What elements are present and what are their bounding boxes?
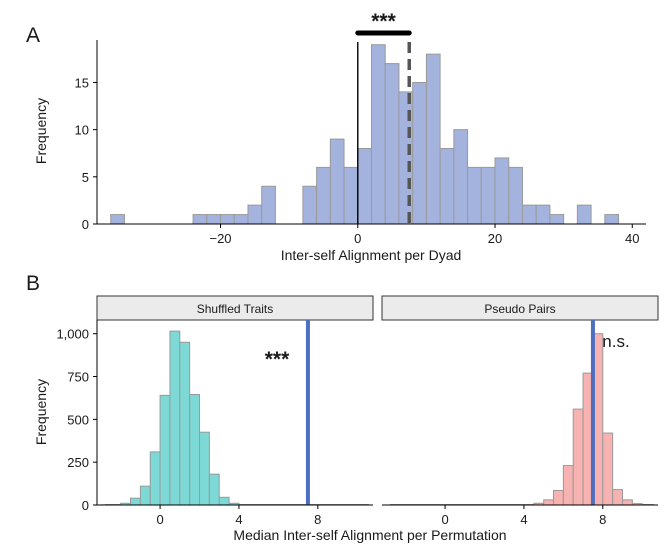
histogram-bar — [220, 214, 235, 225]
histogram-bar — [316, 166, 331, 225]
facet-2-bars — [389, 333, 655, 506]
panel-a-x-ticks: −20 0 20 40 — [209, 224, 640, 246]
facet-2-significance: n.s. — [602, 332, 629, 351]
histogram-bar — [467, 166, 482, 225]
histogram-bar — [199, 431, 210, 506]
histogram-bar — [329, 138, 345, 225]
histogram-bar — [425, 53, 441, 225]
histogram-bar — [384, 63, 400, 225]
x-tick-label: 8 — [599, 512, 606, 527]
panel-b-y-axis-label: Frequency — [33, 379, 49, 445]
x-tick-label: 40 — [625, 231, 639, 246]
histogram-bar — [208, 473, 220, 506]
panel-a-y-axis-label: Frequency — [33, 98, 49, 164]
histogram-bar — [572, 408, 584, 506]
histogram-bar — [130, 497, 141, 506]
x-tick-label: −20 — [209, 231, 231, 246]
y-tick-label: 10 — [75, 123, 89, 138]
histogram-bar — [553, 489, 564, 506]
histogram-bar — [480, 166, 496, 225]
histogram-bar — [192, 214, 208, 225]
x-tick-label: 0 — [441, 512, 448, 527]
significance-stars: *** — [371, 10, 396, 33]
x-tick-label: 8 — [314, 512, 321, 527]
x-tick-label: 0 — [156, 512, 163, 527]
histogram-bar — [453, 129, 469, 225]
histogram-bar — [233, 214, 249, 225]
histogram-bar — [247, 204, 263, 225]
panel-b-y-ticks: 0 250 500 750 1,000 — [56, 327, 97, 513]
histogram-bar — [159, 394, 171, 506]
histogram-bar — [494, 157, 510, 225]
histogram-bar — [189, 394, 201, 506]
facet-2-x-ticks: 0 4 8 — [441, 505, 606, 527]
y-tick-label: 5 — [82, 170, 89, 185]
histogram-bar — [110, 214, 125, 225]
histogram-bar — [521, 204, 537, 225]
histogram-bar — [169, 330, 181, 506]
panel-a-reference-lines — [357, 42, 411, 224]
panel-b-letter: B — [26, 272, 40, 295]
histogram-bar — [602, 432, 614, 506]
y-tick-label: 0 — [82, 498, 89, 513]
histogram-bar — [343, 166, 359, 225]
panel-a: A −20 0 20 40 0 5 10 15 Inter-self Alignment p… — [26, 10, 646, 263]
y-tick-label: 250 — [67, 455, 89, 470]
panel-a-y-ticks: 0 5 10 15 — [75, 75, 97, 232]
panel-a-letter: A — [26, 24, 40, 47]
histogram-bar — [412, 81, 427, 225]
histogram-bar — [357, 148, 372, 225]
histogram-bar — [206, 214, 222, 225]
facet-shuffled-traits: Shuffled Traits 0 4 8 *** — [96, 295, 374, 527]
histogram-bar — [149, 451, 161, 506]
histogram-bar — [622, 499, 633, 506]
x-tick-label: 20 — [488, 231, 502, 246]
histogram-bar — [604, 214, 620, 225]
histogram-bar — [612, 489, 624, 506]
histogram-bar — [543, 499, 555, 506]
facet-1-significance: *** — [265, 348, 290, 371]
histogram-bar — [302, 185, 318, 225]
x-tick-label: 4 — [520, 512, 527, 527]
facet-strip-label: Pseudo Pairs — [484, 302, 555, 316]
y-tick-label: 15 — [75, 75, 89, 90]
y-tick-label: 0 — [82, 217, 89, 232]
y-tick-label: 500 — [67, 412, 89, 427]
panel-a-x-axis-label: Inter-self Alignment per Dyad — [281, 247, 462, 263]
histogram-bar — [218, 496, 230, 506]
facet-strip-shuffled-traits — [96, 295, 374, 321]
facet-strip-pseudo-pairs — [381, 295, 659, 321]
facet-pseudo-pairs: Pseudo Pairs 0 4 8 n.s. — [381, 295, 659, 527]
panel-b: B Shuffled Traits 0 4 8 *** Pseudo Pairs 0… — [26, 272, 659, 543]
histogram-bar — [139, 485, 151, 506]
histogram-bar — [535, 204, 551, 225]
x-tick-label: 4 — [235, 512, 242, 527]
histogram-bar — [549, 214, 565, 225]
histogram-bar — [179, 341, 191, 506]
y-tick-label: 1,000 — [56, 327, 89, 342]
histogram-bar — [439, 148, 455, 225]
histogram-bar — [508, 166, 523, 225]
panel-b-x-axis-label: Median Inter-self Alignment per Permutat… — [233, 527, 506, 543]
histogram-bar — [371, 44, 386, 225]
histogram-bar — [562, 465, 574, 506]
facet-1-x-ticks: 0 4 8 — [156, 505, 321, 527]
facet-strip-label: Shuffled Traits — [197, 302, 274, 316]
y-tick-label: 750 — [67, 370, 89, 385]
x-tick-label: 0 — [354, 231, 361, 246]
panel-a-significance: *** — [355, 10, 412, 36]
histogram-bar — [576, 204, 592, 225]
facet-1-bars — [100, 330, 370, 506]
panel-a-bars — [110, 44, 620, 225]
histogram-bar — [261, 185, 276, 225]
